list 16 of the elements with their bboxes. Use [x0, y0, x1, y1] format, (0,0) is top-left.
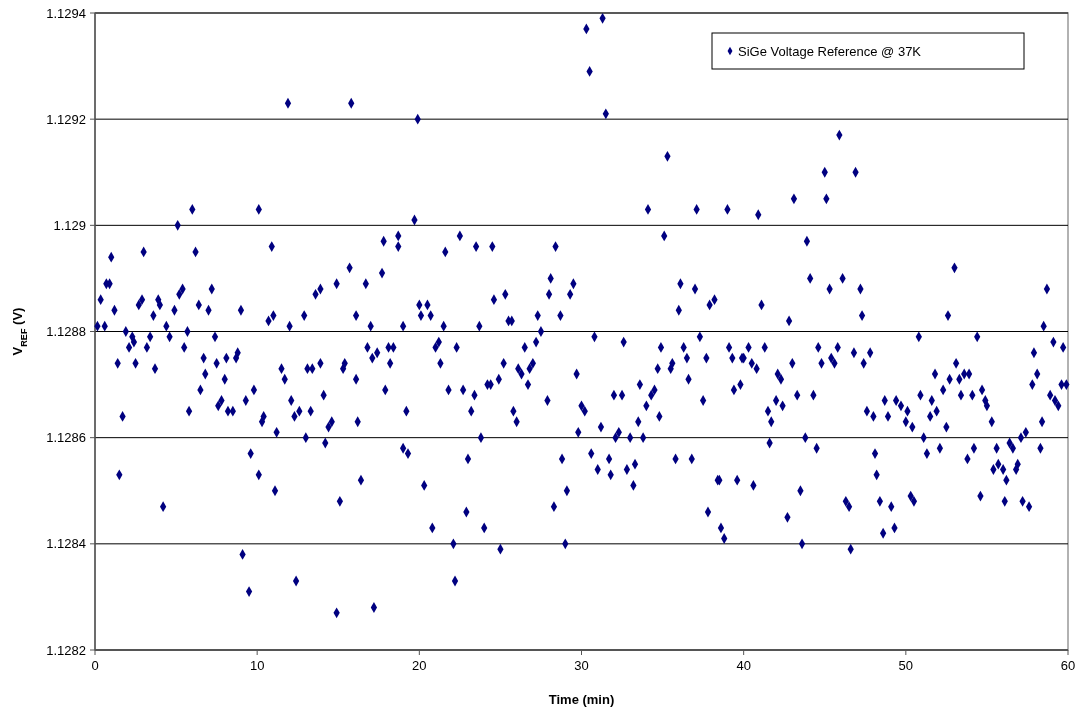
y-tick-label: 1.1282	[46, 642, 86, 658]
y-tick-label: 1.129	[53, 217, 86, 233]
x-tick-label: 0	[91, 658, 99, 673]
x-tick-label: 20	[412, 658, 427, 673]
x-tick-label: 10	[249, 658, 265, 673]
x-axis-title: Time (min)	[548, 692, 615, 707]
y-tick-label: 1.1294	[46, 5, 86, 21]
x-tick-label: 30	[574, 658, 589, 673]
x-tick-label: 40	[736, 658, 751, 673]
y-tick-label: 1.1292	[46, 111, 86, 127]
legend-label: SiGe Voltage Reference @ 37K	[738, 43, 922, 59]
y-tick-label: 1.1284	[46, 536, 86, 552]
x-tick-label: 50	[898, 658, 914, 673]
x-tick-label: 60	[1060, 658, 1076, 673]
y-tick-label: 1.1288	[46, 324, 86, 340]
y-tick-label: 1.1286	[46, 430, 86, 446]
